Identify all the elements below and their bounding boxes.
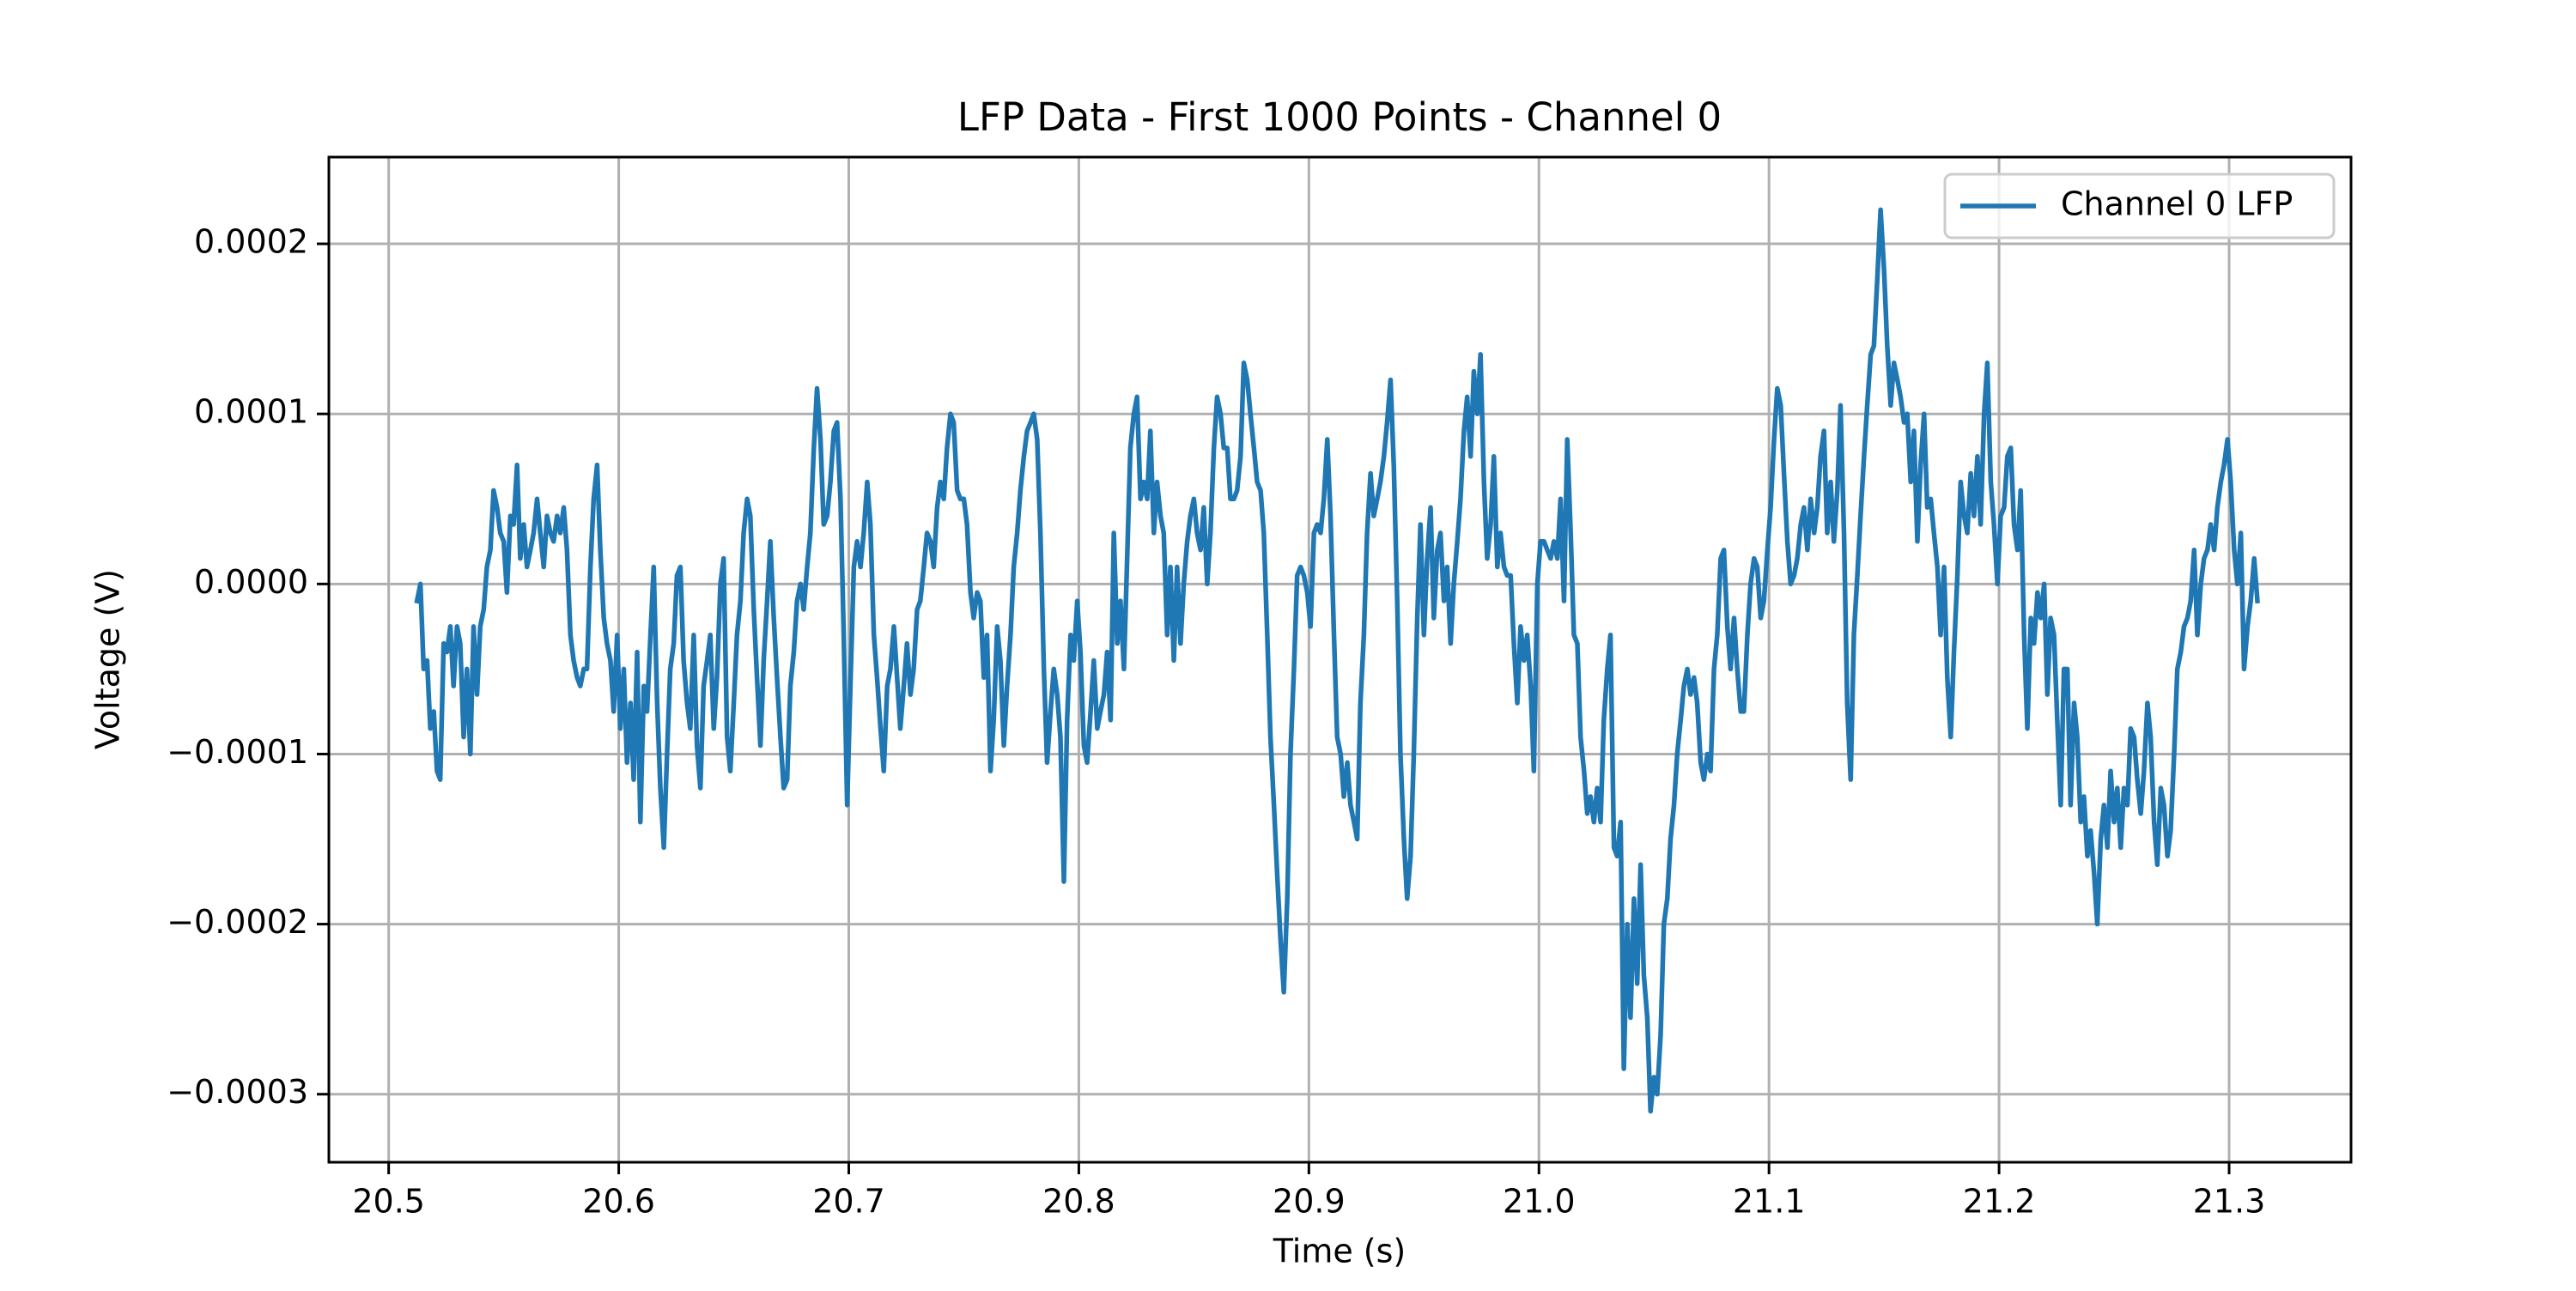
y-tick-label: −0.0002 [167, 903, 308, 941]
x-tick-label: 20.8 [1042, 1183, 1115, 1221]
chart-title: LFP Data - First 1000 Points - Channel 0 [957, 94, 1722, 140]
y-tick-label: −0.0001 [167, 733, 308, 771]
x-tick-label: 20.6 [582, 1183, 655, 1221]
x-tick-label: 21.2 [1963, 1183, 2036, 1221]
x-axis-label: Time (s) [1273, 1233, 1406, 1270]
x-tick-label: 21.0 [1503, 1183, 1576, 1221]
x-tick-label: 20.5 [352, 1183, 425, 1221]
y-tick-label: 0.0000 [194, 563, 308, 601]
x-tick-label: 21.3 [2193, 1183, 2266, 1221]
x-tick-label: 20.9 [1273, 1183, 1346, 1221]
plot-frame [327, 155, 2353, 1164]
y-tick-label: −0.0003 [167, 1073, 308, 1111]
x-tick-label: 21.1 [1733, 1183, 1806, 1221]
legend-label: Channel 0 LFP [2061, 185, 2293, 223]
x-tick-label: 20.7 [812, 1183, 885, 1221]
line-series [414, 207, 2260, 1114]
y-axis-label: Voltage (V) [89, 569, 127, 749]
legend-box [1943, 173, 2336, 239]
y-tick-label: 0.0002 [194, 223, 308, 261]
y-tick-label: 0.0001 [194, 393, 308, 431]
